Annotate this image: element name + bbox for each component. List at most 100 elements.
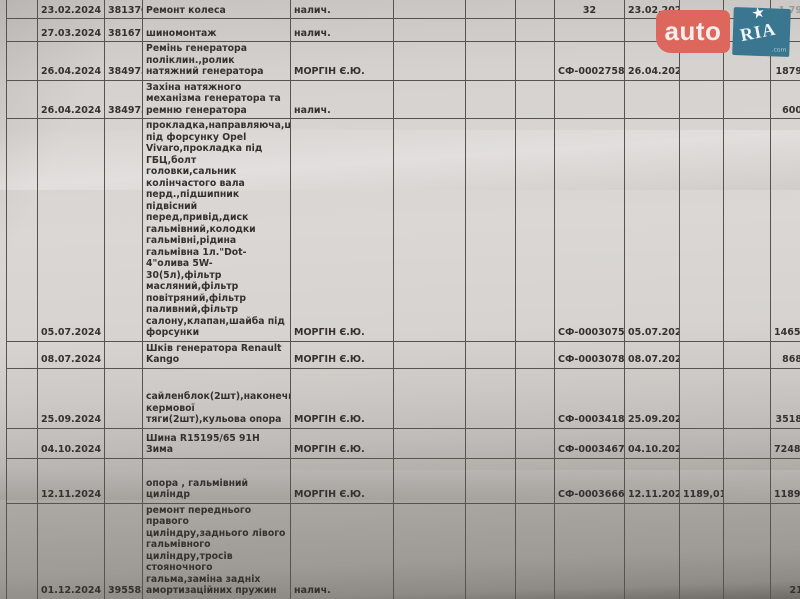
ria-logo-label: RIA	[738, 18, 778, 46]
cell-repair-date: 12.11.2024	[37, 457, 105, 504]
cell-invoice-date: 05.07.2024	[624, 118, 680, 342]
cell-doc-number	[104, 427, 143, 459]
cell-empty	[6, 79, 38, 119]
cell-value	[679, 427, 724, 459]
cell-value: 1189,01	[679, 457, 724, 504]
cell-empty	[465, 367, 516, 429]
cell-empty	[465, 41, 516, 81]
cell-empty	[6, 340, 38, 369]
cell-description: Захіна натяжного механізма генератора та…	[142, 79, 291, 119]
auto-logo-badge: auto	[656, 10, 730, 53]
cell-empty	[515, 427, 555, 459]
cell-empty	[393, 502, 466, 599]
cell-description: Ремінь генератора поліклин.,ролик натяжн…	[142, 41, 291, 81]
cell-empty	[515, 41, 555, 81]
cell-repair-date: 23.02.2024	[37, 0, 105, 19]
cell-empty	[515, 118, 555, 342]
cell-amount: 2100	[770, 502, 800, 599]
ria-logo-badge: ★ RIA .com	[732, 3, 791, 57]
cell-empty	[6, 41, 38, 81]
cell-empty	[6, 118, 38, 342]
cell-empty	[465, 502, 516, 599]
cell-repair-date: 25.09.2024	[37, 367, 105, 429]
cell-invoice-date: 04.10.2024	[624, 427, 680, 459]
cell-description: Ремонт колеса	[142, 0, 291, 19]
cell-empty	[6, 502, 38, 599]
cell-empty	[465, 340, 516, 369]
cell-invoice-date	[624, 79, 680, 119]
table-row: 05.07.2024 прокладка,направляюча,шайба пі…	[6, 118, 800, 342]
cell-invoice-number: СФ-0003467	[554, 427, 625, 459]
autoria-watermark: auto ★ RIA .com	[656, 3, 791, 58]
cell-invoice-number	[554, 18, 625, 42]
cell-description: шиномонтаж	[142, 18, 291, 42]
cell-empty	[723, 367, 771, 429]
cell-empty	[465, 427, 516, 459]
cell-value	[679, 118, 724, 342]
cell-empty	[6, 18, 38, 42]
cell-doc-number	[104, 118, 143, 342]
cell-empty	[393, 367, 466, 429]
cell-amount: 3518	[770, 367, 800, 429]
cell-empty	[393, 41, 466, 81]
cell-invoice-date: 25.09.2024	[624, 367, 680, 429]
cell-repair-date: 01.12.2024	[37, 502, 105, 599]
cell-empty	[723, 118, 771, 342]
cell-value	[679, 502, 724, 599]
cell-invoice-number: СФ-0003075	[554, 118, 625, 342]
table-row: 26.04.2024384973Захіна натяжного механіз…	[6, 79, 800, 119]
cell-repair-date: 05.07.2024	[37, 118, 105, 342]
cell-empty	[515, 340, 555, 369]
cell-empty	[723, 427, 771, 459]
cell-amount: 14658	[770, 118, 800, 342]
cell-doc-number: 395582	[104, 502, 143, 599]
table-row: 23.02.2024381370Ремонт колесаналич.3223.…	[6, 0, 800, 19]
cell-value	[679, 79, 724, 119]
cell-description: Шків генератора Renault Kango	[142, 340, 291, 369]
cell-description: сайленблок(2шт),наконечник кермової тяги…	[142, 367, 291, 429]
cell-value	[679, 367, 724, 429]
cell-invoice-number: СФ-0003418	[554, 367, 625, 429]
cell-invoice-number	[554, 502, 625, 599]
cell-repair-date: 26.04.2024	[37, 79, 105, 119]
cell-performer: налич.	[290, 79, 394, 119]
cell-empty	[723, 340, 771, 369]
cell-value	[679, 340, 724, 369]
cell-doc-number: 3816717	[104, 18, 143, 42]
cell-repair-date: 27.03.2024	[37, 18, 105, 42]
cell-empty	[393, 79, 466, 119]
cell-empty	[465, 457, 516, 504]
table-row: 25.09.2024 сайленблок(2шт),наконечник кер…	[6, 367, 800, 429]
cell-amount: 7248,05	[770, 427, 800, 459]
cell-invoice-date: 08.07.2024	[624, 340, 680, 369]
cell-empty	[393, 457, 466, 504]
cell-empty	[393, 427, 466, 459]
ria-domain-label: .com	[771, 46, 787, 54]
cell-invoice-date	[624, 502, 680, 599]
cell-empty	[515, 502, 555, 599]
cell-empty	[723, 502, 771, 599]
cell-description: прокладка,направляюча,шайба під форсунку…	[142, 118, 291, 342]
cell-performer: налич.	[290, 18, 394, 42]
cell-performer: МОРГІН Є.Ю.	[290, 118, 394, 342]
cell-empty	[465, 18, 516, 42]
cell-doc-number	[104, 457, 143, 504]
cell-amount: 600	[770, 79, 800, 119]
cell-amount: 1189,01	[770, 457, 800, 504]
cell-doc-number: 384973	[104, 41, 143, 81]
cell-empty	[515, 79, 555, 119]
cell-empty	[393, 0, 466, 19]
cell-performer: МОРГІН Є.Ю.	[290, 427, 394, 459]
cell-doc-number: 384973	[104, 79, 143, 119]
table-row: 04.10.2024 Шина R15195/65 91Н Зима МОРГІН …	[6, 427, 800, 459]
cell-invoice-date: 12.11.2024	[624, 457, 680, 504]
cell-repair-date: 04.10.2024	[37, 427, 105, 459]
cell-empty	[465, 0, 516, 19]
cell-empty	[515, 367, 555, 429]
cell-repair-date: 26.04.2024	[37, 41, 105, 81]
cell-empty	[515, 0, 555, 19]
cell-invoice-number: 32	[554, 0, 625, 19]
cell-repair-date: 08.07.2024	[37, 340, 105, 369]
cell-empty	[6, 367, 38, 429]
